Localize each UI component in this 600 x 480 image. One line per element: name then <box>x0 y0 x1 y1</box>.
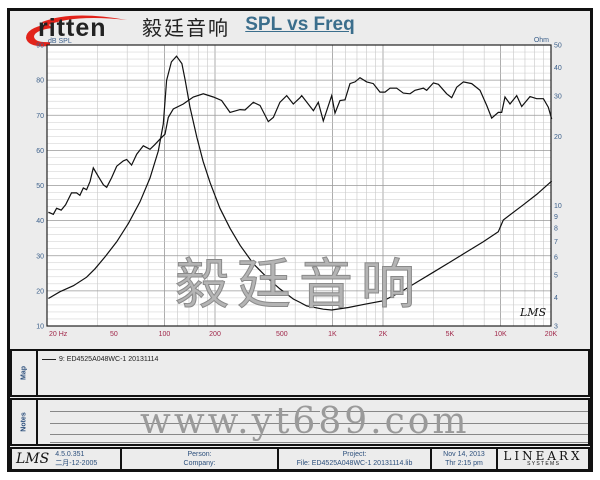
version: 4.5.0.351 <box>55 451 85 458</box>
y-tick-right: 10 <box>554 203 562 210</box>
y-tick-right: 50 <box>554 43 562 50</box>
notes-line[interactable] <box>326 411 588 412</box>
report-date: Nov 14, 2013 <box>443 451 485 458</box>
y-tick-left: 50 <box>36 183 44 190</box>
plot-border <box>46 44 552 327</box>
notes-line[interactable] <box>326 423 588 424</box>
y-axis-label-right: Ohm <box>534 37 549 44</box>
logo-chinese-text: 毅廷音响 <box>142 18 230 40</box>
y-tick-right: 4 <box>554 295 558 302</box>
y-axis-label-left: dB SPL <box>48 38 72 45</box>
y-tick-left: 30 <box>36 253 44 260</box>
y-tick-right: 7 <box>554 239 558 246</box>
project-label: Project: <box>342 451 367 458</box>
y-tick-right: 3 <box>554 324 558 331</box>
legend-text: 9: ED4525A048WC-1 20131114 <box>59 356 159 363</box>
y-tick-left: 90 <box>36 43 44 50</box>
y-tick-right: 6 <box>554 254 558 261</box>
y-tick-left: 40 <box>36 218 44 225</box>
x-tick-label: 2K <box>379 331 388 338</box>
x-tick-label: 500 <box>276 331 288 338</box>
y-tick-left: 70 <box>36 113 44 120</box>
notes-panel: Notes <box>10 398 590 446</box>
watermark-url: www.yt689.com <box>140 401 470 442</box>
y-tick-right: 40 <box>554 65 562 72</box>
report-time: Thr 2:15 pm <box>445 460 483 467</box>
y-tick-right: 8 <box>554 226 558 233</box>
brand-logo <box>12 12 142 62</box>
notes-label: Notes <box>20 412 28 432</box>
y-tick-left: 60 <box>36 148 44 155</box>
y-tick-left: 20 <box>36 288 44 295</box>
chart-title: SPL vs Freq <box>245 14 355 35</box>
x-tick-label: 10K <box>494 331 507 338</box>
linearx-logo: LINEARX <box>503 448 583 463</box>
y-tick-right: 30 <box>554 94 562 101</box>
notes-line[interactable] <box>50 434 588 435</box>
x-tick-label: 100 <box>159 331 171 338</box>
spl-curve <box>48 76 553 216</box>
logo-swoosh-icon <box>26 15 127 47</box>
logo-text: ritten <box>38 14 107 42</box>
notes-line[interactable] <box>50 423 320 424</box>
file-label: File: ED4525A048WC-1 20131114.lib <box>296 460 413 467</box>
person-label: Person: <box>187 451 212 458</box>
lms-logo: LMS <box>16 450 50 467</box>
legend-entry[interactable]: 9: ED4525A048WC-1 20131114 <box>42 356 158 363</box>
map-label: Map <box>20 366 28 380</box>
spl-impedance-chart: 10 20 30 40 50 60 70 80 90 3 4 5 6 7 8 9 10 20 30 40 50 20 Hz… <box>36 37 562 338</box>
x-tick-label: 200 <box>209 331 221 338</box>
build-date: 二月-12-2005 <box>55 460 98 467</box>
y-tick-right: 9 <box>554 214 558 221</box>
legend-line-icon <box>42 359 56 360</box>
company-label: Company: <box>183 460 216 467</box>
x-tick-label: 20K <box>545 331 558 338</box>
x-tick-label: 5K <box>446 331 455 338</box>
y-tick-left: 10 <box>36 324 44 331</box>
x-tick-label: 50 <box>110 331 118 338</box>
y-tick-right: 20 <box>554 134 562 141</box>
x-tick-label: 1K <box>328 331 337 338</box>
y-tick-right: 5 <box>554 272 558 279</box>
lms-chart-mark: LMS <box>520 306 547 319</box>
map-panel: Map 9: ED4525A048WC-1 20131114 <box>10 349 590 397</box>
linearx-sub: S Y S T E M S <box>527 460 559 467</box>
notes-line[interactable] <box>50 411 320 412</box>
y-tick-left: 80 <box>36 78 44 85</box>
x-tick-label: 20 Hz <box>49 331 68 338</box>
watermark-chinese: 毅廷音响 <box>175 253 423 316</box>
impedance-curve <box>48 55 553 311</box>
footer-bar: LMS 4.5.0.351 二月-12-2005 Person: Company: … <box>10 447 590 471</box>
notes-line[interactable] <box>50 442 588 443</box>
